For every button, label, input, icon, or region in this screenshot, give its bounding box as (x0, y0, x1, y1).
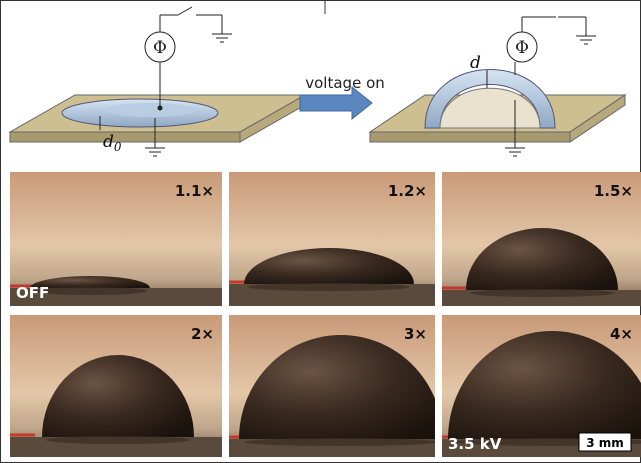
droplet-reflection (33, 287, 147, 295)
magnification-label: 1.2× (388, 182, 427, 200)
photo-panel: 2× (10, 315, 222, 457)
droplet-reflection (248, 283, 410, 291)
photo-panel: 4× 3.5 kV 3 mm (442, 315, 641, 457)
thickness-subscript: 0 (114, 140, 122, 154)
droplet-reflection (470, 289, 614, 297)
photo-panel: 1.2× (229, 172, 435, 306)
magnification-label: 2× (191, 325, 214, 343)
magnification-label: 1.1× (175, 182, 214, 200)
arrow-label: voltage on (305, 74, 385, 92)
droplet-reflection (244, 438, 438, 446)
potential-symbol: Φ (153, 38, 167, 58)
photo-panel: 1.1× OFF (10, 172, 222, 306)
potential-symbol: Φ (515, 38, 529, 58)
magnification-label: 3× (404, 325, 427, 343)
scale-label: 3 mm (586, 436, 624, 450)
droplet-reflection (46, 436, 190, 444)
thickness-label: d (470, 53, 481, 73)
magnification-label: 4× (610, 325, 633, 343)
magnification-label: 1.5× (594, 182, 633, 200)
photo-panel: 1.5× (442, 172, 641, 306)
corner-label: 3.5 kV (448, 435, 502, 453)
figure: Φ d0 voltage on Φ d 1.1×OFF1.2×1.5×2×3×4… (0, 0, 641, 463)
thickness-symbol: d (103, 132, 114, 152)
corner-label: OFF (16, 284, 49, 302)
photo-panel: 3× (229, 315, 443, 457)
